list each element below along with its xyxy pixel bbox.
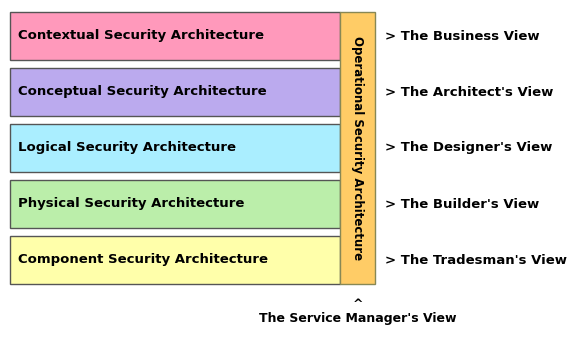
FancyBboxPatch shape bbox=[10, 124, 340, 172]
Text: Component Security Architecture: Component Security Architecture bbox=[18, 253, 268, 266]
Text: > The Business View: > The Business View bbox=[385, 29, 540, 42]
Text: Conceptual Security Architecture: Conceptual Security Architecture bbox=[18, 86, 267, 98]
Text: ^: ^ bbox=[352, 298, 363, 311]
FancyBboxPatch shape bbox=[10, 12, 340, 60]
Text: The Service Manager's View: The Service Manager's View bbox=[259, 312, 456, 325]
FancyBboxPatch shape bbox=[340, 12, 375, 284]
FancyBboxPatch shape bbox=[10, 68, 340, 116]
Text: Contextual Security Architecture: Contextual Security Architecture bbox=[18, 29, 264, 42]
FancyBboxPatch shape bbox=[10, 236, 340, 284]
Text: Logical Security Architecture: Logical Security Architecture bbox=[18, 142, 236, 155]
Text: > The Architect's View: > The Architect's View bbox=[385, 86, 553, 98]
Text: > The Tradesman's View: > The Tradesman's View bbox=[385, 253, 567, 266]
Text: Operational Security Architecture: Operational Security Architecture bbox=[351, 36, 364, 260]
Text: Physical Security Architecture: Physical Security Architecture bbox=[18, 197, 244, 210]
FancyBboxPatch shape bbox=[10, 180, 340, 228]
Text: > The Builder's View: > The Builder's View bbox=[385, 197, 539, 210]
Text: > The Designer's View: > The Designer's View bbox=[385, 142, 553, 155]
